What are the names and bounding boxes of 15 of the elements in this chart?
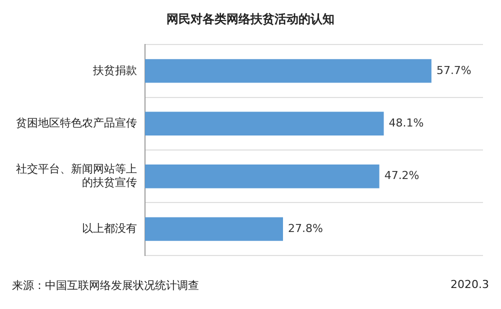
text: 2020.3 <box>450 278 489 293</box>
data-label: 27.8% <box>288 222 323 235</box>
source-note: 来源：中国互联网络发展状况统计调查 <box>12 278 199 293</box>
chart-title: 网民对各类网络扶贫活动的认知 <box>166 11 336 28</box>
y-tick-label: 扶贫捐款 <box>92 64 137 77</box>
data-label: 47.2% <box>384 169 420 182</box>
y-tick-label: 以上都没有 <box>82 222 137 235</box>
data-label: 57.7% <box>436 64 472 77</box>
y-tick-label: 贫困地区特色农产品宣传 <box>16 116 137 130</box>
bar <box>145 59 432 83</box>
data-label: 48.1% <box>388 116 424 130</box>
y-tick-label: 社交平台、新闻网站等上的扶贫宣传 <box>16 162 137 189</box>
bar <box>145 112 384 136</box>
bar <box>145 217 284 241</box>
bar <box>145 164 380 188</box>
